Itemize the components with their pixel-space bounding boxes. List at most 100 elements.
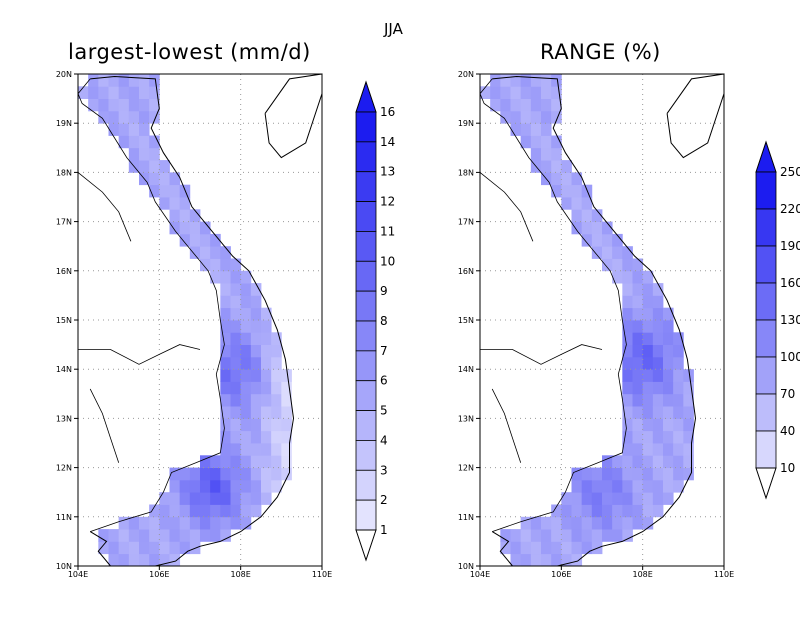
map2-cell (530, 553, 542, 567)
map2-cell (622, 246, 633, 259)
map1-cell (220, 406, 231, 419)
map1-cell (230, 295, 242, 309)
map1-cell (230, 418, 242, 432)
map2-lat-label: 14N (458, 365, 474, 374)
map1-cell (200, 233, 211, 247)
map2-colorbar-label: 250 (780, 165, 800, 179)
map1-colorbar-label: 5 (380, 404, 388, 418)
map1-colorbar-swatch (355, 320, 377, 352)
map1-cell (118, 110, 130, 124)
map1-cell (240, 344, 252, 358)
map1-cell (149, 553, 160, 567)
map2-cell (500, 74, 511, 87)
map1-coastline (89, 75, 295, 567)
map2-cell (571, 467, 583, 481)
map2-cell (663, 307, 674, 321)
map1-lat-label: 14N (56, 365, 72, 374)
map2-cell (663, 320, 674, 333)
map1-cell (128, 529, 140, 542)
map1-cell (149, 74, 160, 87)
map1-colorbar-swatch (355, 469, 377, 501)
map1-cell (230, 283, 242, 296)
map1-cell (250, 393, 262, 407)
map1-cell (261, 393, 272, 407)
map2-cell (530, 110, 542, 124)
map2-cell (541, 74, 552, 87)
map2-cell (602, 529, 613, 542)
map1-cell (230, 430, 242, 444)
map2-cell (520, 123, 532, 136)
map1-cell (250, 344, 262, 358)
map1-cell (220, 246, 231, 259)
map1-cell (210, 455, 221, 468)
map2-cell (683, 381, 694, 395)
map1-colorbar-swatch (355, 350, 377, 382)
map2-cell (642, 332, 654, 345)
map1-cell (271, 369, 282, 382)
map2-cell (642, 381, 654, 395)
map1-cell (240, 369, 252, 382)
map1-colorbar: 16 14 13 12 11 10 9 8 7 6 5 4 3 2 1 (355, 80, 395, 562)
map1-title: largest-lowest (mm/d) (68, 40, 311, 64)
map1-cell (159, 160, 170, 173)
map1-cell (281, 455, 292, 468)
map2-cell (632, 430, 644, 444)
map1-cell (108, 98, 120, 112)
map2-cell (602, 516, 613, 530)
map1-cell (189, 233, 201, 247)
map1-cell (108, 86, 120, 99)
map2-cell (541, 541, 552, 555)
map2-cell (530, 147, 542, 161)
map2-cell (652, 430, 664, 444)
map1-colorbar-label: 2 (380, 493, 388, 507)
map1-lat-label: 10N (56, 562, 72, 571)
map1-cell (220, 344, 231, 358)
map2-cell (622, 393, 633, 407)
map1-cell (169, 504, 181, 518)
map2-cell (673, 479, 684, 493)
map2-island (666, 73, 725, 159)
map2-colorbar-label: 40 (780, 424, 795, 438)
map2-cell (561, 504, 572, 518)
map2-cell (683, 418, 694, 432)
map1-cell (261, 332, 272, 345)
map2-cell (642, 504, 654, 518)
map2-cell (663, 393, 674, 407)
map2-cell (642, 320, 654, 333)
map2-cell (642, 406, 654, 419)
map2-cell (642, 295, 654, 309)
map2-cell (652, 283, 664, 296)
map1-lon-label: 106E (149, 570, 169, 579)
map1-cell (230, 307, 242, 321)
map2-cell (632, 455, 644, 468)
map1-cell (139, 516, 150, 530)
map1-cell (230, 516, 242, 530)
map2-border-cambodia (480, 344, 603, 365)
map1-cell (98, 110, 109, 124)
map2-border (479, 78, 627, 532)
map1-border-gulf (89, 388, 120, 463)
map2-cell (581, 529, 593, 542)
map2-cell (632, 320, 644, 333)
map2-lat-label: 17N (458, 218, 474, 227)
map1-cell (149, 98, 160, 112)
map2-cell (561, 492, 572, 505)
map1-cell (230, 332, 242, 345)
map2-cell (632, 406, 644, 419)
map2-lat-label: 20N (458, 70, 474, 79)
map2-cell (642, 516, 654, 530)
map2-colorbar-swatch (755, 356, 777, 395)
map1-cell (189, 467, 201, 481)
map2-cell (520, 541, 532, 555)
map2-cell (490, 98, 501, 112)
map2-cell (663, 479, 674, 493)
map1-cell (149, 86, 160, 99)
map2-cell (663, 443, 674, 456)
map2-cell (642, 393, 654, 407)
map1-cell (271, 344, 282, 358)
map1-cell (230, 443, 242, 456)
map1-cell (149, 160, 160, 173)
map1-cell (179, 516, 191, 530)
map1-cell (261, 479, 272, 493)
